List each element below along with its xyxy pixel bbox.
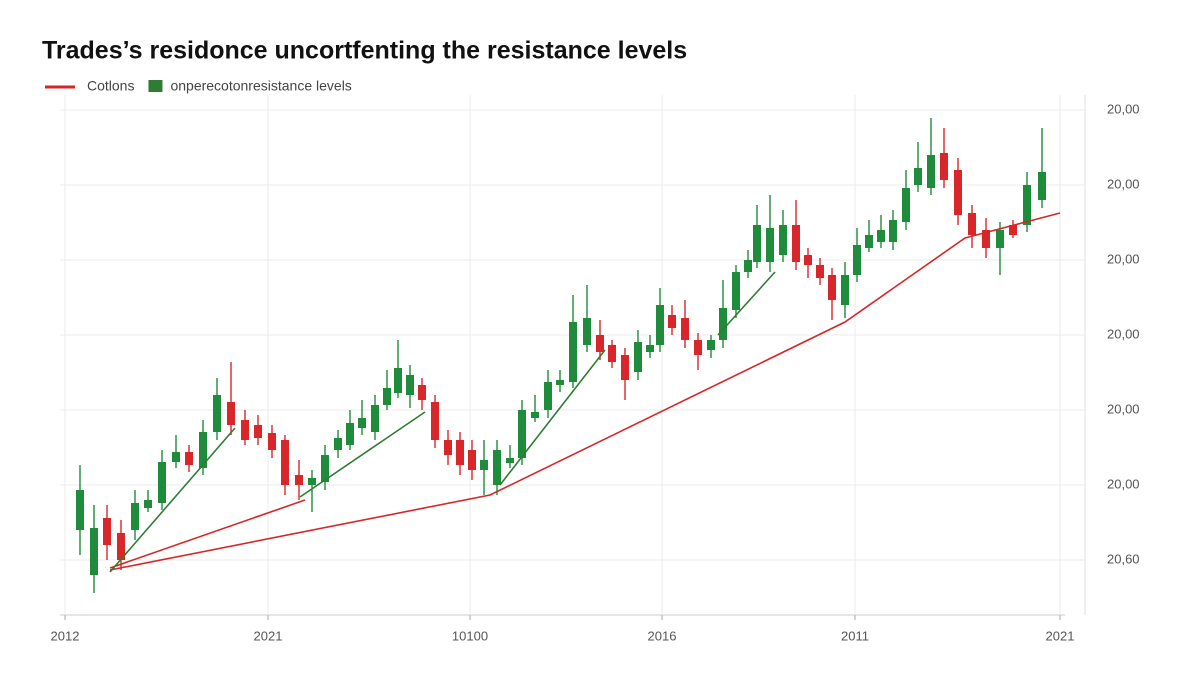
y-tick-label: 20,00 [1107,176,1140,191]
y-tick-label: 20,00 [1107,251,1140,266]
candle-body [719,308,727,340]
legend-swatch [148,80,163,92]
candle-body [982,230,990,248]
candle-body [383,388,391,405]
candle-body [144,500,152,508]
x-tick-label: 2011 [841,628,869,643]
x-tick-label: 2021 [1046,628,1075,643]
candle-body [90,528,98,575]
candle-body [1038,172,1046,200]
candle-body [828,275,836,300]
candle-body [707,340,715,350]
candle-body [927,155,935,188]
candle-body [556,380,564,385]
candle-body [518,410,526,458]
y-tick-label: 20,00 [1107,326,1140,341]
candle-body [634,342,642,372]
candle-body [268,433,276,450]
candle-body [199,432,207,468]
candle-body [406,375,414,395]
candle-body [596,335,604,352]
candle-body [213,395,221,432]
candle-body [321,455,329,482]
candle-body [914,168,922,185]
candle-body [185,452,193,465]
candle-body [816,265,824,278]
candle-body [841,275,849,305]
candle-body [569,322,577,382]
candle-body [779,225,787,255]
y-tick-label: 20,00 [1107,101,1140,116]
candle-body [889,220,897,242]
candle-body [608,345,616,362]
candle-body [792,225,800,262]
candle-body [656,305,664,345]
candle-body [902,188,910,222]
candle-body [744,260,752,272]
candle-body [358,418,366,428]
x-tick-label: 2012 [51,628,80,643]
candle-body [308,478,316,485]
candle-body [76,490,84,530]
candle-body [753,225,761,262]
candle-body [418,385,426,400]
candle-body [241,420,249,440]
candle-body [1023,185,1031,225]
candle-body [996,230,1004,248]
candle-body [1009,225,1017,235]
legend-label: Cotlons [87,78,134,94]
candle-body [940,153,948,180]
candle-body [346,423,354,445]
candle-body [583,318,591,345]
candle-body [681,318,689,340]
candle-body [103,518,111,545]
candle-body [544,382,552,410]
legend: Cotlons onperecotonresistance levels [45,78,352,94]
candle-body [480,460,488,470]
candle-body [117,533,125,560]
candle-body [334,438,342,450]
y-tick-label: 20,60 [1107,551,1140,566]
candle-body [281,440,289,485]
candle-body [431,402,439,440]
candle-body [732,272,740,310]
y-tick-label: 20,00 [1107,476,1140,491]
candle-body [804,255,812,265]
candle-body [853,245,861,275]
candle-body [394,368,402,393]
y-tick-label: 20,00 [1107,401,1140,416]
candle-body [877,230,885,242]
x-tick-label: 10100 [452,628,488,643]
chart-title: Trades’s residonce uncortfenting the res… [42,37,687,65]
candle-body [865,235,873,248]
candle-body [646,345,654,352]
candle-body [131,503,139,530]
candle-body [531,412,539,418]
x-tick-label: 2016 [648,628,677,643]
legend-label: onperecotonresistance levels [170,78,351,94]
candle-body [371,405,379,432]
candle-body [295,475,303,485]
candle-body [158,462,166,503]
x-tick-label: 2021 [254,628,283,643]
candle-body [227,402,235,425]
candle-body [621,355,629,380]
trend-line [109,212,1061,571]
candle-body [172,452,180,462]
candle-body [493,450,501,485]
trend-line [109,271,776,573]
candle-body [968,213,976,235]
candle-body [468,450,476,470]
candle-body [766,228,774,262]
candle-body [506,458,514,463]
candle-body [954,170,962,215]
candle-body [254,425,262,438]
candle-body [668,315,676,328]
candle-body [456,440,464,465]
candle-body [444,440,452,455]
candle-body [694,340,702,355]
